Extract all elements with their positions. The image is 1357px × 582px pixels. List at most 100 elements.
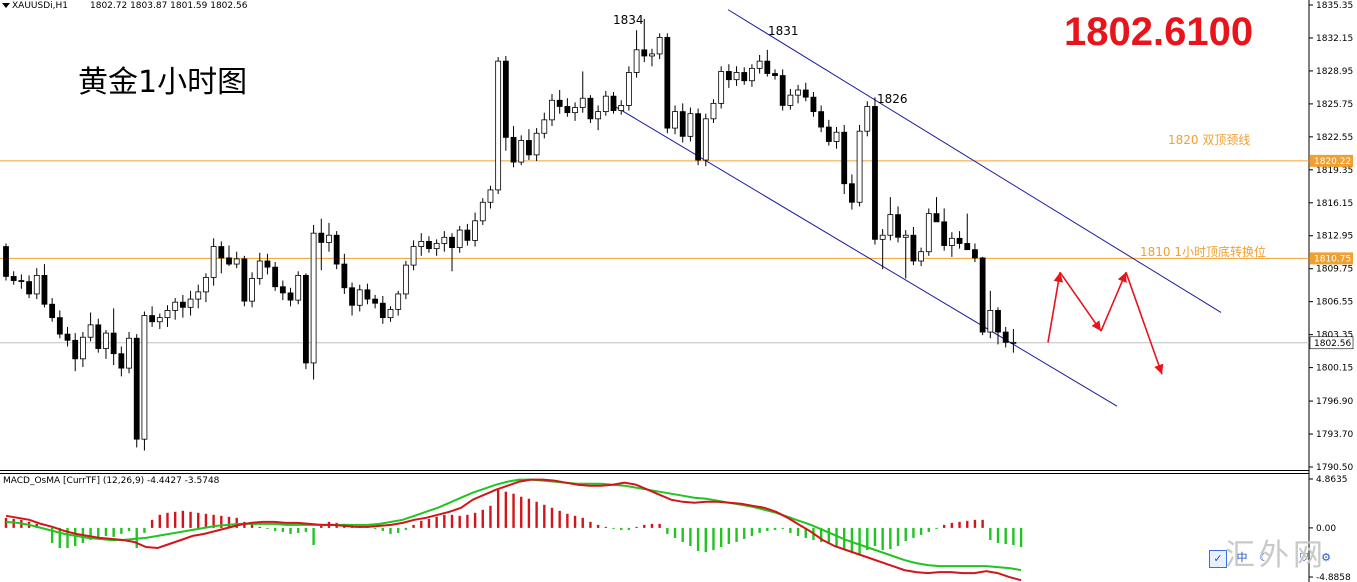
price-tag-box — [1310, 252, 1353, 265]
macd-bar-negative — [989, 527, 992, 540]
bull-candle — [541, 119, 548, 134]
projection-arrow — [1125, 272, 1164, 375]
bear-candle — [318, 232, 325, 243]
macd-bar-positive — [412, 524, 415, 528]
bear-candle — [526, 140, 532, 156]
bear-candle — [64, 333, 71, 341]
bear-candle — [502, 60, 509, 138]
macd-bar-positive — [589, 521, 592, 528]
macd-bar-negative — [850, 527, 854, 553]
bull-candle — [533, 132, 540, 156]
macd-bar-negative — [289, 527, 292, 534]
price-tick-label: 1803.35 — [1316, 331, 1353, 341]
macd-bar-positive — [173, 511, 177, 528]
bear-candle — [279, 286, 286, 294]
chinese-char-icon[interactable]: 中 — [1236, 551, 1248, 564]
macd-bar-negative — [396, 527, 400, 533]
macd-bar-negative — [112, 527, 115, 537]
bear-candle — [810, 96, 817, 113]
check-icon[interactable]: ✓ — [1209, 550, 1227, 568]
bull-candle — [195, 291, 202, 300]
macd-bar-positive — [189, 511, 192, 528]
bull-candle — [595, 111, 602, 120]
bear-candle — [664, 37, 671, 129]
bull-candle — [902, 234, 909, 238]
macd-bar-negative — [758, 527, 761, 533]
bear-candle — [149, 315, 156, 323]
macd-bar-negative — [404, 527, 408, 530]
bull-candle — [687, 113, 694, 137]
bull-candle — [441, 236, 448, 244]
price-tick-label: 1812.95 — [1316, 232, 1353, 242]
macd-bar-positive — [458, 515, 461, 528]
bull-candle — [864, 106, 871, 132]
macd-bar-negative — [104, 527, 108, 536]
macd-bar-negative — [858, 527, 861, 555]
price-tick-label: 1822.55 — [1316, 133, 1353, 143]
macd-tick-label: -4.8858 — [1316, 573, 1351, 582]
bull-candle — [879, 234, 886, 240]
macd-bar-negative — [1004, 527, 1007, 544]
macd-bar-positive — [635, 526, 638, 528]
bear-candle — [818, 111, 825, 128]
macd-bar-positive — [950, 522, 954, 528]
macd-bar-negative — [804, 527, 807, 538]
bull-candle — [164, 310, 171, 319]
macd-bar-negative — [935, 527, 938, 529]
macd-bar-negative — [927, 527, 930, 532]
macd-bar-positive — [566, 513, 569, 528]
bear-candle — [979, 257, 986, 333]
price-tag-tag_current: 1802.56 — [1314, 339, 1351, 349]
bear-candle — [26, 281, 32, 295]
projection-arrow — [1047, 272, 1064, 343]
macd-bar-positive — [204, 513, 208, 528]
macd-bar-negative — [866, 527, 869, 551]
macd-bar-negative — [696, 527, 700, 552]
price-tag-tag_neckline: 1820.22 — [1314, 157, 1351, 167]
candles-layer — [3, 18, 1017, 451]
bear-candle — [41, 275, 48, 305]
macd-bar-negative — [66, 527, 69, 548]
bull-candle — [295, 275, 302, 301]
macd-bar-negative — [766, 527, 769, 531]
bear-candle — [695, 113, 701, 161]
symbol-dropdown-icon[interactable] — [2, 3, 10, 8]
bear-candle — [426, 241, 432, 250]
bear-candle — [226, 257, 232, 265]
macd-bar-positive — [473, 512, 477, 528]
bear-candle — [510, 136, 517, 163]
bull-candle — [487, 189, 494, 203]
bear-candle — [10, 276, 17, 281]
bear-candle — [679, 111, 686, 137]
bear-candle — [72, 339, 79, 360]
bear-candle — [849, 183, 855, 203]
price-tick-label: 1796.90 — [1316, 397, 1353, 407]
bull-candle — [925, 213, 932, 253]
bear-candle — [556, 99, 563, 107]
macd-bar-negative — [919, 527, 923, 535]
bull-candle — [103, 332, 109, 349]
macd-bar-negative — [304, 527, 308, 532]
gear-icon[interactable]: ⚙ — [1321, 551, 1331, 564]
bull-candle — [479, 201, 486, 222]
bull-candle — [549, 99, 555, 121]
bear-candle — [741, 72, 748, 82]
macd-axis-labels: 4.8635 0.00 -4.8858 — [1309, 475, 1351, 582]
macd-label: MACD_OsMA [CurrTF] (12,26,9) -4.4427 -3.… — [3, 476, 220, 486]
bear-candle — [56, 317, 63, 335]
bull-candle — [749, 67, 755, 82]
projection-arrow — [1059, 271, 1102, 332]
macd-signal-line — [5, 478, 1022, 572]
macd-bar-positive — [450, 514, 454, 528]
macd-bar-positive — [550, 507, 554, 528]
bull-candle — [387, 308, 394, 319]
macd-bar-negative — [681, 527, 684, 542]
macd-bar-negative — [381, 527, 385, 531]
chart-title-cn: 黄金1小时图 — [78, 65, 247, 100]
macd-bar-negative — [97, 527, 100, 538]
macd-bar-negative — [727, 527, 731, 544]
macd-bar-negative — [666, 527, 669, 534]
bear-candle — [972, 249, 978, 259]
moon-icon[interactable]: ☾ — [1259, 551, 1269, 564]
shirt-icon[interactable]: ⛉ — [1299, 551, 1309, 564]
